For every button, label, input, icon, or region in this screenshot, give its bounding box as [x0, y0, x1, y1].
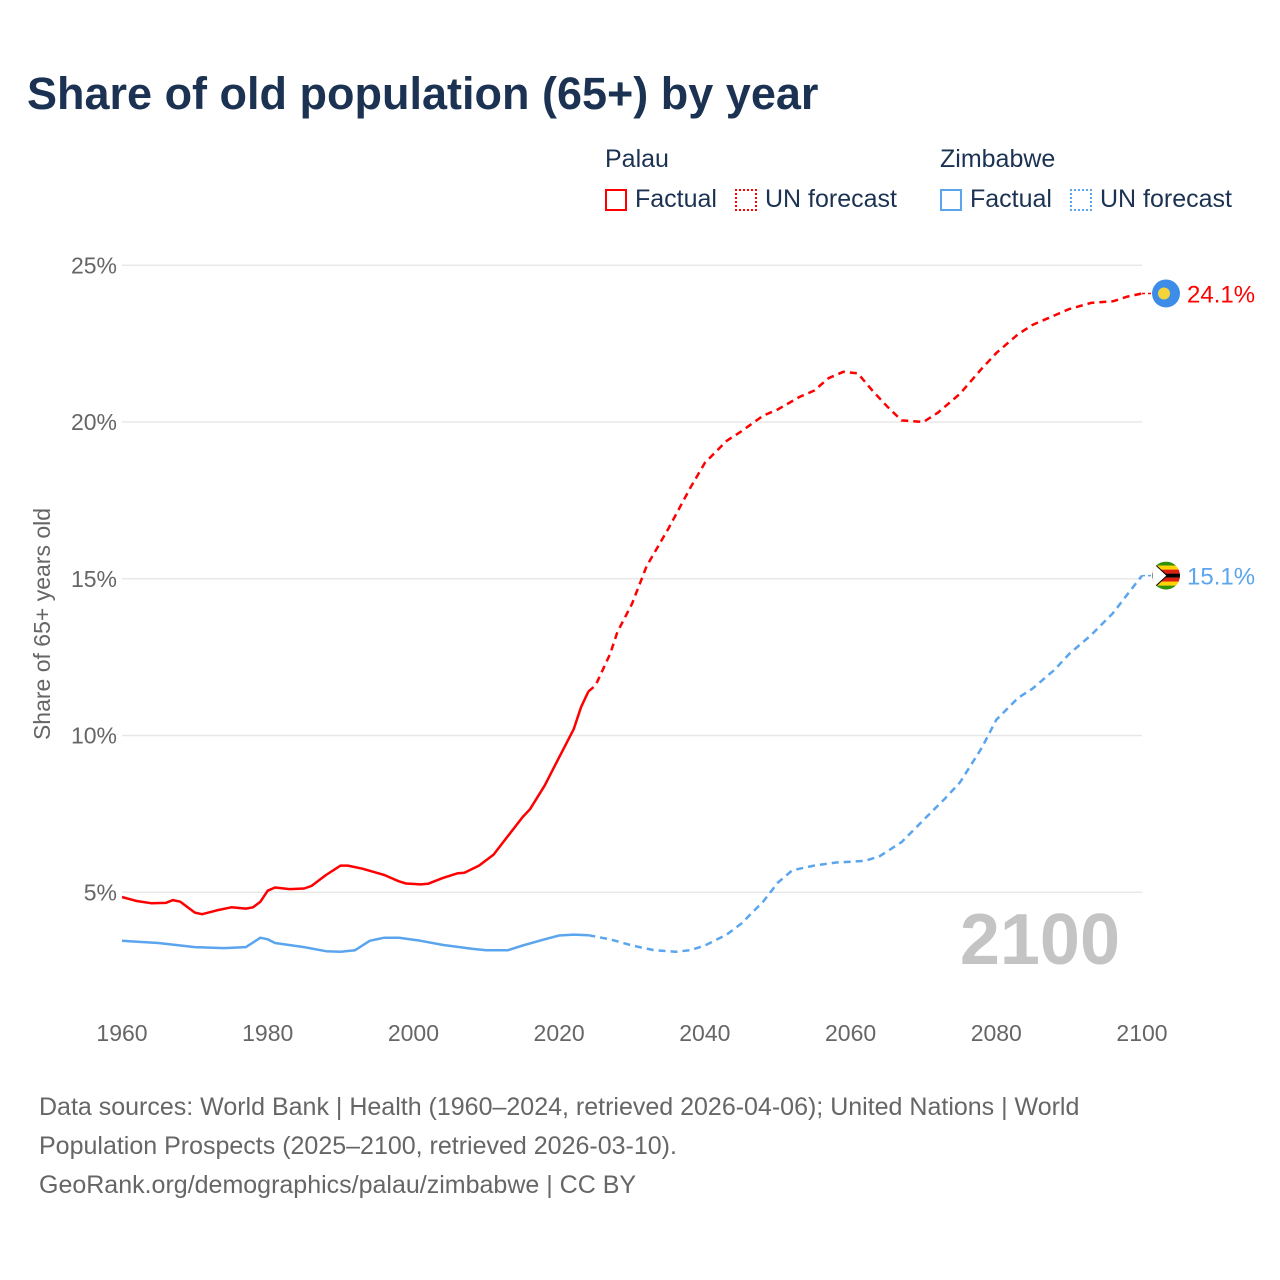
footer-line: Population Prospects (2025–2100, retriev… [39, 1132, 677, 1160]
legend-group-name: Zimbabwe [940, 145, 1056, 173]
y-axis-label: Share of 65+ years old [29, 508, 55, 740]
x-tick-label: 1980 [242, 1020, 293, 1046]
legend-zimbabwe-forecast[interactable]: UN forecast [1069, 185, 1232, 214]
x-tick-label: 2000 [388, 1020, 439, 1046]
x-tick-label: 2080 [971, 1020, 1022, 1046]
legend-swatch-dotted [734, 188, 757, 211]
x-tick-label: 1960 [96, 1020, 147, 1046]
legend-label: UN forecast [764, 185, 897, 213]
footer-sources: Data sources: World Bank | Health (1960–… [39, 1088, 1189, 1205]
legend-group-name: Palau [605, 145, 669, 173]
y-tick-label: 25% [71, 252, 117, 278]
footer-link[interactable]: GeoRank.org/demographics/palau/zimbabwe … [39, 1171, 637, 1199]
footer-line: Data sources: World Bank | Health (1960–… [39, 1093, 1080, 1121]
legend-swatch-solid [940, 188, 962, 211]
series-palau-factual [121, 691, 590, 916]
legend-zimbabwe: Zimbabwe Factual UN forecast [940, 145, 1250, 214]
y-tick-label: 15% [71, 566, 117, 592]
x-tick-label: 2020 [534, 1020, 585, 1046]
legend-label: UN forecast [1099, 185, 1232, 213]
x-tick-label: 2100 [1116, 1020, 1167, 1046]
legend-swatch-solid [605, 188, 627, 211]
legend-label: Factual [970, 185, 1052, 213]
chart-title: Share of old population (65+) by year [27, 68, 819, 119]
series-palau-forecast [587, 292, 1143, 693]
legend-palau-forecast[interactable]: UN forecast [734, 185, 897, 214]
y-tick-label: 20% [71, 409, 117, 435]
legend-zimbabwe-factual[interactable]: Factual [940, 185, 1052, 214]
legend-swatch-dotted [1069, 188, 1092, 211]
x-tick-label: 2040 [679, 1020, 730, 1046]
legend-palau-factual[interactable]: Factual [605, 185, 717, 214]
series-zimbabwe-forecast [588, 574, 1143, 954]
end-value-label-palau: 24.1% [1187, 281, 1255, 308]
y-tick-label: 10% [71, 723, 117, 749]
series-zimbabwe-factual [121, 933, 589, 954]
legend-label: Factual [635, 185, 717, 213]
end-value-label-zimbabwe: 15.1% [1187, 564, 1255, 591]
legend-palau: Palau Factual UN forecast [605, 145, 915, 214]
year-watermark: 2100 [960, 900, 1120, 980]
zimbabwe-flag-icon [1152, 561, 1180, 590]
y-tick-label: 5% [84, 879, 117, 905]
x-tick-label: 2060 [825, 1020, 876, 1046]
palau-flag-disc [1158, 287, 1170, 300]
